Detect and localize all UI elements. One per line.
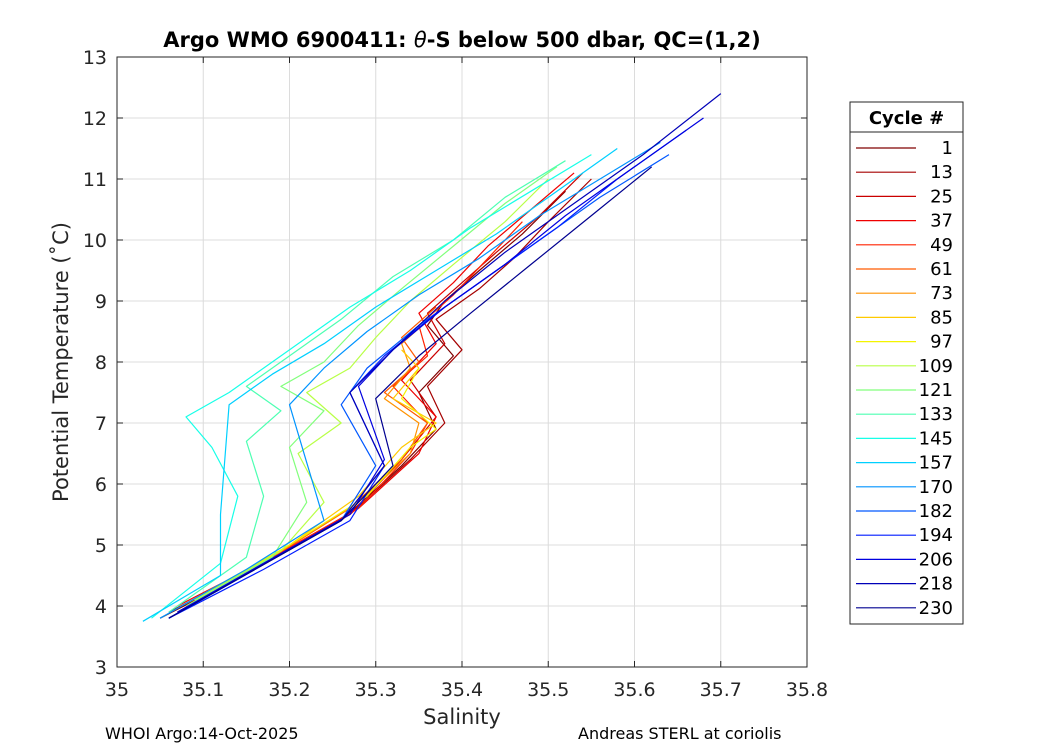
series-line-cycle-49 [185, 221, 523, 607]
x-tick-label: 35.7 [700, 679, 742, 701]
x-tick-label: 35.1 [182, 679, 224, 701]
y-tick-label: 6 [95, 474, 107, 496]
legend-label-145: 145 [919, 428, 953, 449]
x-tick-label: 35 [105, 679, 129, 701]
legend-label-97: 97 [930, 332, 953, 353]
legend-label-230: 230 [919, 598, 953, 619]
series-line-cycle-194 [168, 129, 687, 619]
data-series [142, 93, 722, 622]
y-tick-label: 13 [83, 47, 107, 69]
chart-title-prefix: Argo WMO 6900411: [163, 28, 414, 52]
legend-items: 1 13 25 37 49 61 73 85 97 109 121 133 145 157 170 182 19… [856, 138, 953, 619]
x-axis-ticks: 35 35.1 35.2 35.3 35.4 35.5 35.6 35.7 35.8 [105, 57, 828, 701]
legend-label-194: 194 [919, 525, 953, 546]
footer-source: WHOI Argo:14-Oct-2025 [105, 724, 299, 743]
y-tick-label: 3 [95, 657, 107, 679]
legend-label-73: 73 [930, 283, 953, 304]
y-axis-ticks: 3 4 5 6 7 8 9 10 11 12 13 [83, 47, 807, 679]
legend-label-182: 182 [919, 501, 953, 522]
footer-author: Andreas STERL at coriolis [578, 724, 782, 743]
legend-label-170: 170 [919, 477, 953, 498]
legend-title: Cycle # [869, 108, 944, 129]
legend-label-109: 109 [919, 356, 953, 377]
series-line-cycle-170 [159, 141, 661, 619]
y-tick-label: 9 [95, 291, 107, 313]
y-tick-label: 4 [95, 596, 107, 618]
legend-box [849, 101, 964, 625]
legend-label-1: 1 [942, 138, 953, 159]
x-axis-label: Salinity [423, 705, 501, 729]
chart-title-suffix: -S below 500 dbar, QC=(1,2) [427, 28, 761, 52]
series-line-cycle-109 [194, 178, 549, 601]
legend-label-121: 121 [919, 380, 953, 401]
x-tick-label: 35.4 [441, 679, 483, 701]
legend-label-206: 206 [919, 549, 953, 570]
y-axis-label: Potential Temperature (˚C) [49, 222, 73, 502]
legend-label-13: 13 [930, 162, 953, 183]
series-line-cycle-230 [168, 166, 653, 619]
x-tick-label: 35.8 [786, 679, 828, 701]
x-tick-label: 35.3 [355, 679, 397, 701]
x-tick-label: 35.5 [527, 679, 569, 701]
y-tick-label: 8 [95, 352, 107, 374]
legend-label-61: 61 [930, 259, 953, 280]
series-line-cycle-157 [142, 148, 618, 622]
series-line-cycle-121 [185, 166, 558, 607]
series-line-cycle-97 [203, 367, 437, 595]
legend-label-157: 157 [919, 453, 953, 474]
y-tick-label: 7 [95, 413, 107, 435]
legend-label-25: 25 [930, 186, 953, 207]
series-line-cycle-145 [151, 154, 592, 619]
y-tick-label: 10 [83, 230, 107, 252]
y-tick-label: 11 [83, 169, 107, 191]
chart-title-theta: θ [414, 28, 427, 52]
chart-title: Argo WMO 6900411: θ-S below 500 dbar, QC… [163, 28, 760, 52]
y-tick-label: 5 [95, 535, 107, 557]
x-tick-label: 35.6 [613, 679, 655, 701]
legend-label-85: 85 [930, 307, 953, 328]
x-tick-label: 35.2 [268, 679, 310, 701]
series-line-cycle-133 [168, 160, 566, 613]
legend: Cycle # 1 13 25 37 49 61 73 85 97 109 121 133 145 157… [849, 101, 964, 625]
legend-label-37: 37 [930, 211, 953, 232]
y-tick-label: 12 [83, 108, 107, 130]
legend-label-133: 133 [919, 404, 953, 425]
legend-label-218: 218 [919, 574, 953, 595]
legend-label-49: 49 [930, 235, 953, 256]
